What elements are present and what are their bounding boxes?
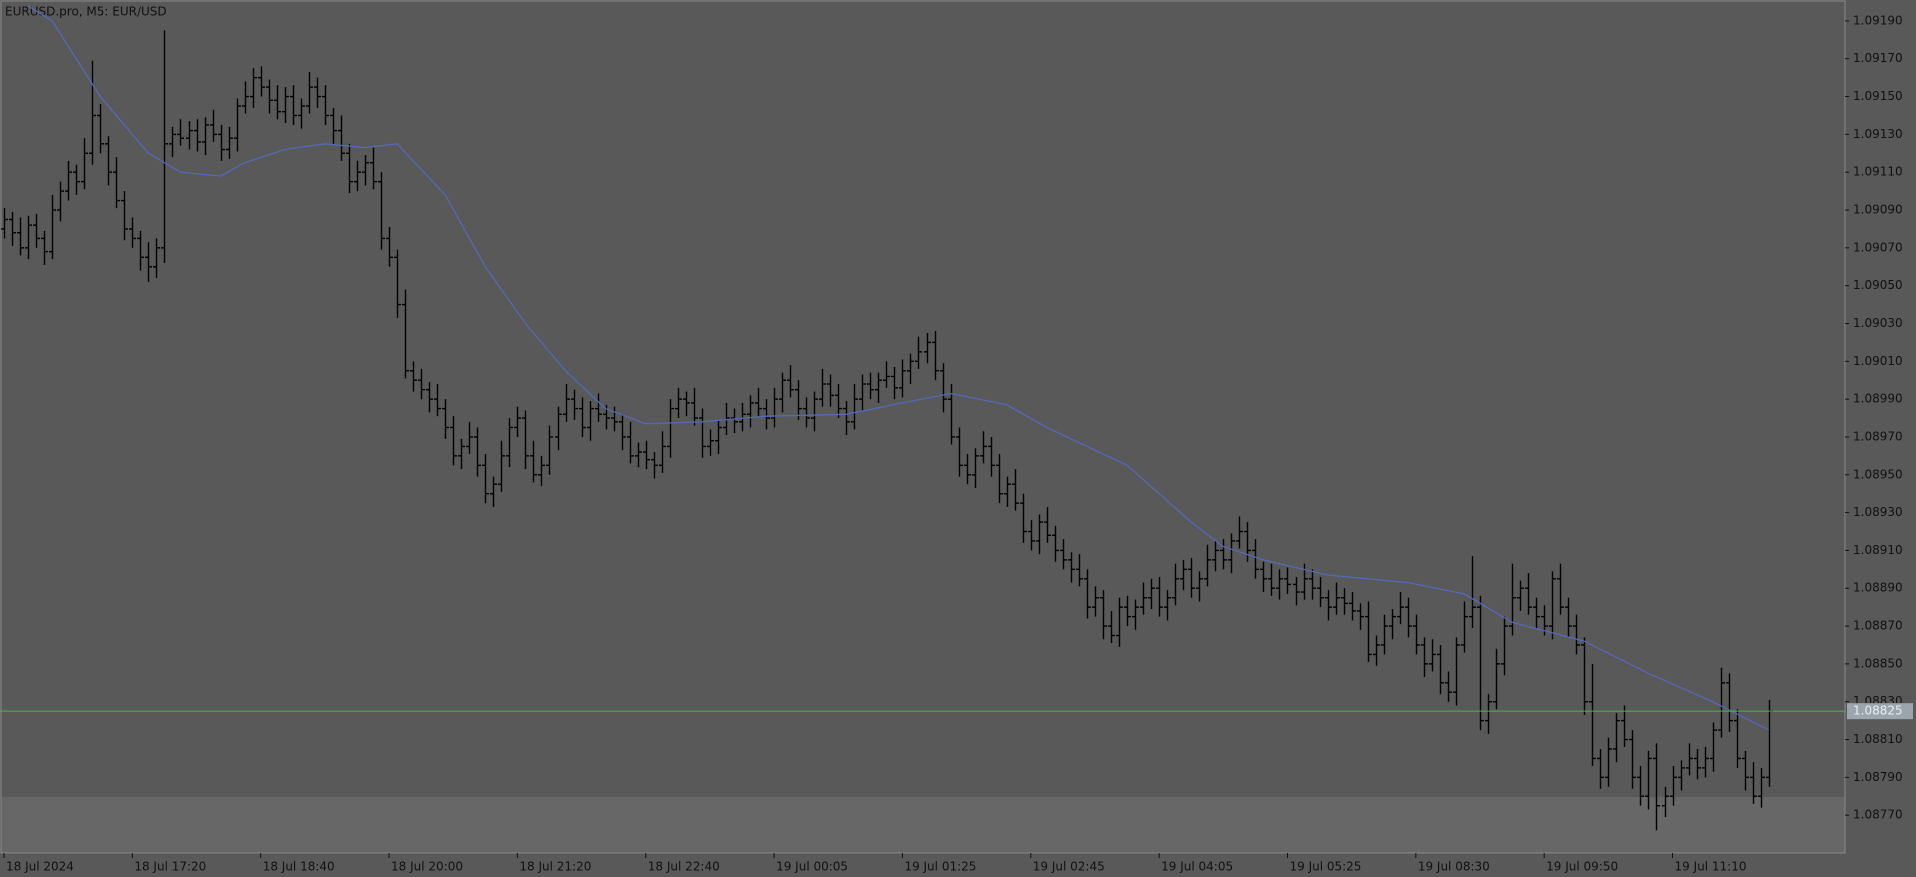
moving-average [27, 5, 1770, 731]
y-tick-label: 1.09170 [1853, 51, 1903, 65]
y-tick-label: 1.08790 [1853, 770, 1903, 784]
y-tick-label: 1.08850 [1853, 656, 1903, 670]
x-tick-label: 19 Jul 08:30 [1418, 860, 1490, 874]
x-tick-label: 19 Jul 11:10 [1675, 860, 1747, 874]
y-tick-label: 1.09110 [1853, 165, 1903, 179]
y-tick-label: 1.09050 [1853, 278, 1903, 292]
x-tick-label: 19 Jul 02:45 [1033, 860, 1105, 874]
last-price-box [1847, 703, 1913, 720]
y-tick-label: 1.09010 [1853, 354, 1903, 368]
x-tick-label: 18 Jul 20:00 [391, 860, 463, 874]
x-tick-label: 19 Jul 01:25 [904, 860, 976, 874]
y-tick-label: 1.08950 [1853, 467, 1903, 481]
last-price-label: 1.08825 [1853, 704, 1903, 718]
y-tick-label: 1.08910 [1853, 543, 1903, 557]
x-tick-label: 19 Jul 04:05 [1161, 860, 1233, 874]
y-tick-label: 1.09150 [1853, 89, 1903, 103]
x-tick-label: 19 Jul 00:05 [776, 860, 848, 874]
lower-band [1, 797, 1845, 853]
y-tick-label: 1.08970 [1853, 429, 1903, 443]
y-tick-label: 1.09130 [1853, 127, 1903, 141]
x-tick-label: 18 Jul 18:40 [263, 860, 335, 874]
x-tick-label: 19 Jul 09:50 [1546, 860, 1618, 874]
x-tick-label: 19 Jul 05:25 [1289, 860, 1361, 874]
y-tick-label: 1.09030 [1853, 316, 1903, 330]
plot-frame [0, 0, 1846, 854]
y-tick-label: 1.09070 [1853, 240, 1903, 254]
x-tick-label: 18 Jul 2024 [6, 860, 74, 874]
x-tick-label: 18 Jul 22:40 [648, 860, 720, 874]
x-tick-label: 18 Jul 17:20 [134, 860, 206, 874]
y-tick-label: 1.09090 [1853, 203, 1903, 217]
y-tick-label: 1.09190 [1853, 13, 1903, 27]
y-tick-label: 1.08870 [1853, 619, 1903, 633]
y-tick-label: 1.08990 [1853, 392, 1903, 406]
chart-title: EURUSD.pro, M5: EUR/USD [5, 5, 167, 19]
y-tick-label: 1.08810 [1853, 732, 1903, 746]
y-tick-label: 1.08770 [1853, 808, 1903, 822]
y-tick-label: 1.08890 [1853, 581, 1903, 595]
x-tick-label: 18 Jul 21:20 [519, 860, 591, 874]
y-tick-label: 1.08930 [1853, 505, 1903, 519]
